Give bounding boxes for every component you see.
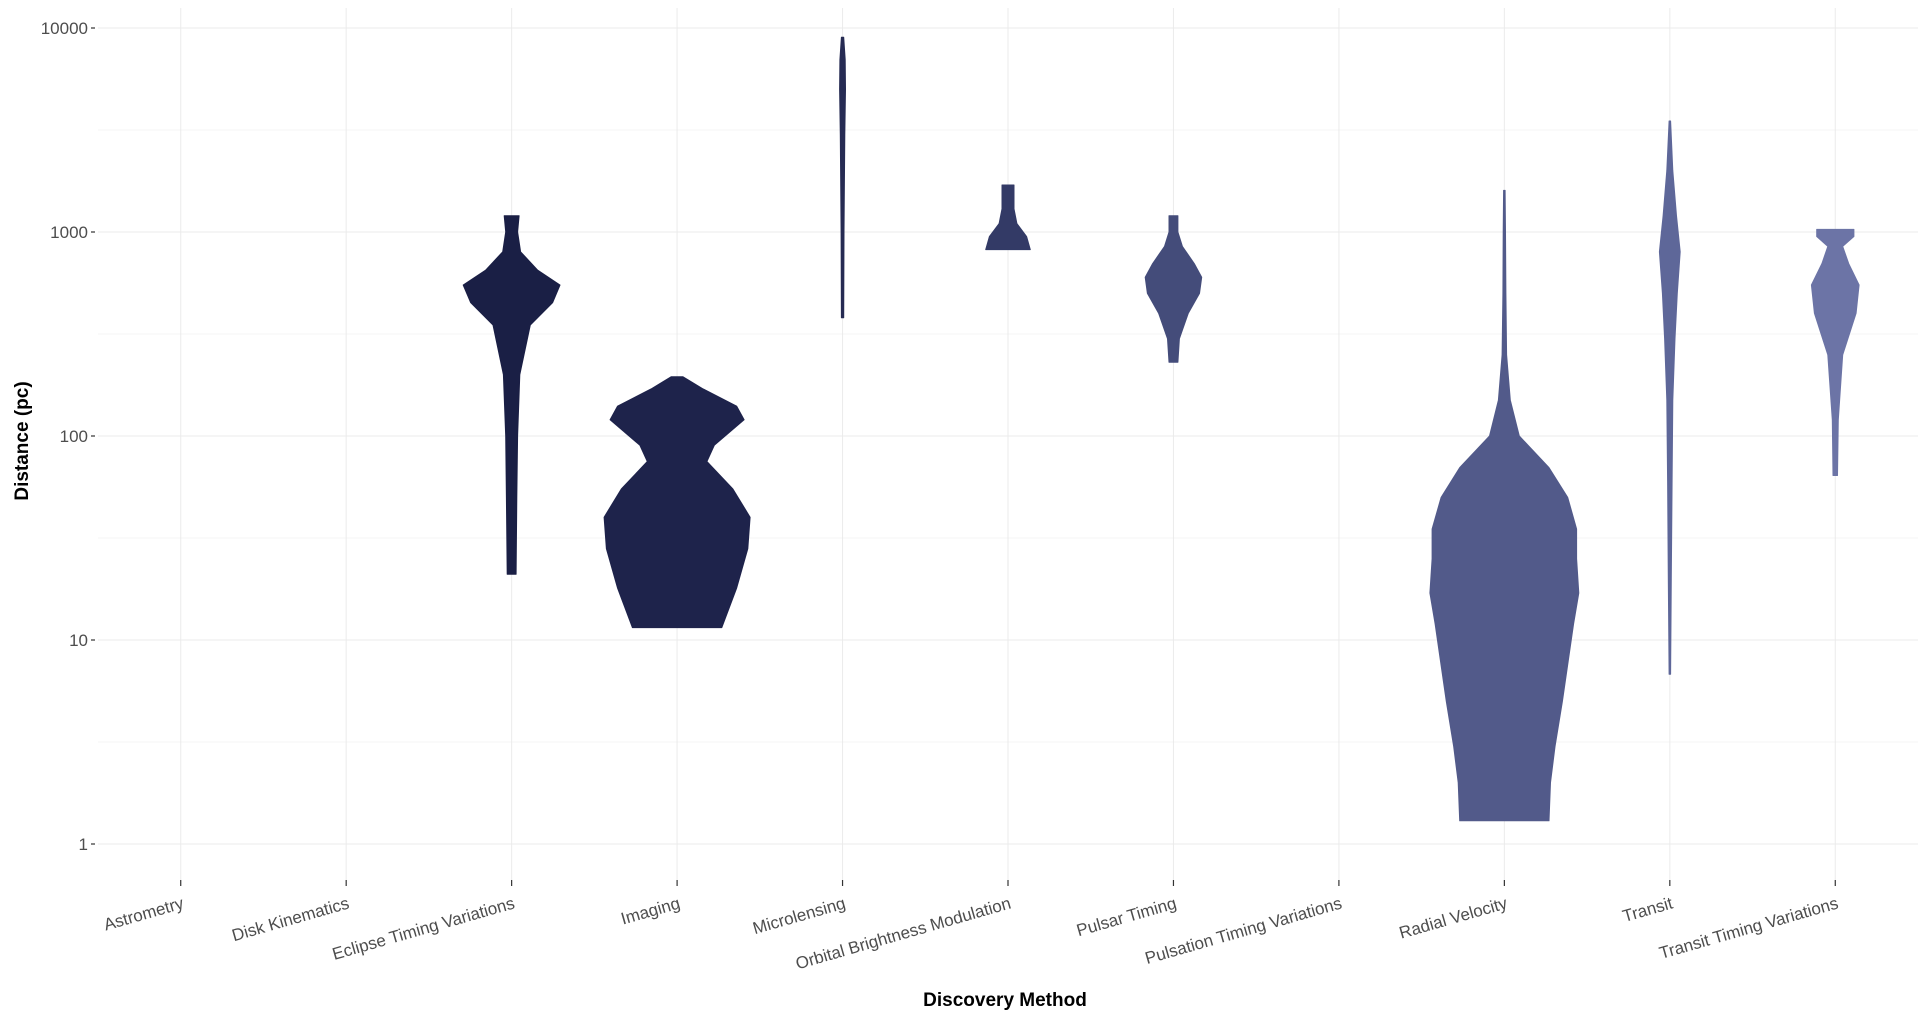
violin-transit bbox=[1658, 120, 1681, 675]
y-axis: 1 10 100 1000 10000 bbox=[41, 19, 95, 854]
x-tick-label: Astrometry bbox=[102, 893, 187, 934]
x-tick-label: Microlensing bbox=[751, 894, 848, 939]
x-tick-label: Imaging bbox=[619, 894, 682, 929]
y-tick-label: 100 bbox=[60, 427, 88, 446]
violin-radial-velocity bbox=[1429, 189, 1580, 822]
x-tick-label: Disk Kinematics bbox=[230, 894, 351, 946]
x-tick-label: Pulsar Timing bbox=[1074, 894, 1178, 941]
violin-microlensing bbox=[839, 36, 846, 319]
violin-pulsar-timing bbox=[1144, 215, 1203, 363]
y-tick-label: 1000 bbox=[50, 223, 88, 242]
y-axis-title: Distance (pc) bbox=[12, 381, 33, 500]
violin-imaging bbox=[603, 376, 751, 629]
x-tick-label: Radial Velocity bbox=[1397, 893, 1510, 942]
y-tick-label: 10000 bbox=[41, 19, 88, 38]
violins bbox=[462, 36, 1860, 822]
y-tick-label: 10 bbox=[69, 631, 88, 650]
grid-lines bbox=[98, 8, 1918, 880]
x-tick-label: Transit bbox=[1620, 894, 1675, 926]
x-tick-label: Eclipse Timing Variations bbox=[330, 894, 517, 964]
violin-transit-timing-variations bbox=[1810, 228, 1860, 476]
x-tick-label: Transit Timing Variations bbox=[1657, 894, 1840, 963]
violin-orbital-brightness-modulation bbox=[985, 184, 1031, 251]
violin-eclipse-timing-variations bbox=[462, 215, 561, 575]
x-axis-title: Discovery Method bbox=[923, 990, 1087, 1011]
y-tick-label: 1 bbox=[79, 835, 88, 854]
